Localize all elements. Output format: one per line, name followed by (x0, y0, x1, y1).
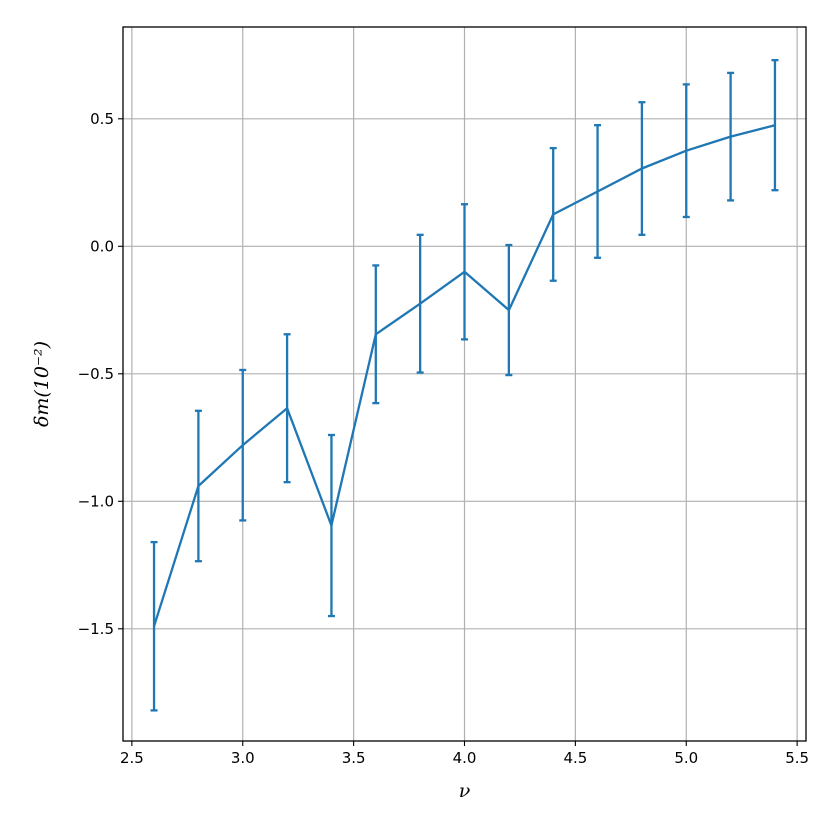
error-bar (372, 264, 380, 405)
error-bar (727, 71, 735, 202)
error-bar (416, 233, 424, 374)
error-bar (682, 83, 690, 219)
error-bar (549, 146, 557, 282)
error-bar (594, 124, 602, 259)
error-bar (283, 333, 291, 484)
x-tick-label: 3.0 (231, 749, 255, 767)
x-tick-label: 4.5 (563, 749, 587, 767)
y-tick-label: −1.0 (78, 492, 114, 510)
error-bar (505, 243, 513, 377)
grid (123, 27, 806, 741)
error-bar (771, 59, 779, 192)
y-tick-label: 0.5 (90, 110, 114, 128)
x-tick-label: 5.0 (674, 749, 698, 767)
error-bar (239, 368, 247, 522)
error-bar (638, 101, 646, 236)
ticks: 2.5 3.0 3.5 4.0 4.5 5.0 5.5 −1.5 −1.0 −0.5 0.0 0.5 (78, 110, 809, 767)
error-bar (150, 540, 158, 712)
error-bar (327, 433, 335, 618)
x-axis-label: ν (459, 780, 471, 802)
series-layer (150, 59, 779, 712)
y-tick-label: −0.5 (78, 365, 114, 383)
error-bar (461, 203, 468, 341)
error-bar (194, 409, 202, 563)
x-tick-label: 5.5 (785, 749, 809, 767)
x-tick-label: 3.5 (342, 749, 366, 767)
x-tick-label: 2.5 (120, 749, 144, 767)
y-axis-label: δm(10⁻²) (31, 341, 53, 427)
y-tick-label: 0.0 (90, 237, 114, 255)
x-tick-label: 4.0 (453, 749, 477, 767)
y-tick-label: −1.5 (78, 620, 114, 638)
